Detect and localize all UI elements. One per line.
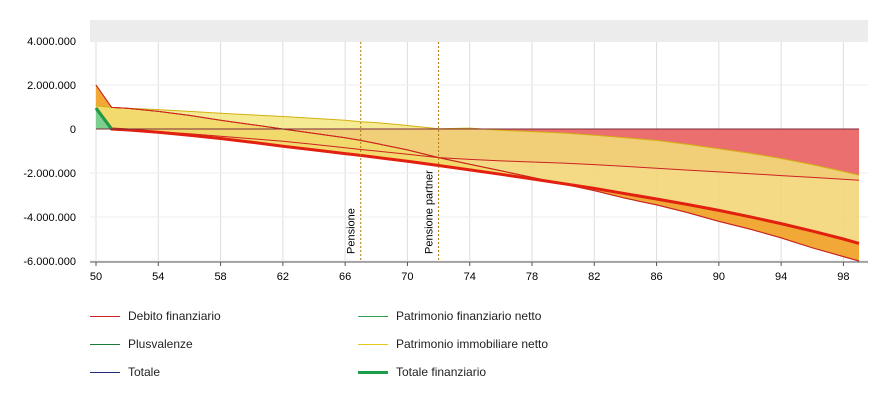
x-tick-label: 86 [650, 271, 662, 283]
annotation-label: Pensione partner [424, 170, 436, 254]
x-tick-label: 66 [339, 271, 351, 283]
chart-area: 4.000.000 2.000.000 0 -2.000.000 -4.000.000 -… [23, 20, 868, 283]
x-tick-label: 74 [464, 271, 476, 283]
legend-swatch-patrimonio-finanziario-netto [358, 315, 388, 317]
legend-swatch-patrimonio-immobiliare-netto [358, 343, 388, 345]
legend-label-totale: Totale [128, 365, 161, 379]
x-tick-label: 78 [526, 271, 538, 283]
chart-svg: 4.000.000 2.000.000 0 -2.000.000 -4.000.000 -… [23, 20, 868, 283]
x-tick-label: 82 [588, 271, 600, 283]
y-tick-label: 2.000.000 [27, 80, 76, 92]
legend-swatch-plusvalenze [90, 343, 120, 345]
y-tick-label: -6.000.000 [23, 256, 76, 268]
legend: Debito finanziario Patrimonio finanziari… [0, 296, 888, 396]
legend-label-patrimonio-finanziario-netto: Patrimonio finanziario netto [396, 309, 542, 323]
legend-swatch-totale-finanziario [358, 370, 388, 374]
legend-item-totale-finanziario[interactable]: Totale finanziario [358, 362, 486, 382]
legend-item-debito-finanziario[interactable]: Debito finanziario [90, 306, 221, 326]
x-tick-label: 90 [713, 271, 725, 283]
plot-header-band [90, 20, 868, 42]
legend-item-patrimonio-immobiliare-netto[interactable]: Patrimonio immobiliare netto [358, 334, 548, 354]
y-tick-label: -4.000.000 [23, 212, 76, 224]
line-patrimonio-immobiliare-netto [95, 105, 860, 176]
legend-swatch-totale [90, 371, 120, 373]
legend-label-debito-finanziario: Debito finanziario [128, 309, 221, 323]
legend-label-totale-finanziario: Totale finanziario [396, 365, 487, 379]
line-totale-overlay [95, 84, 860, 262]
legend-swatch-debito-finanziario [90, 315, 120, 317]
x-tick-label: 70 [401, 271, 413, 283]
line-totale-finanziario-start [94, 107, 113, 130]
y-tick-label: -2.000.000 [23, 168, 76, 180]
x-tick-label: 94 [775, 271, 787, 283]
legend-item-totale[interactable]: Totale [90, 362, 160, 382]
x-tick-label: 54 [152, 271, 164, 283]
legend-item-patrimonio-finanziario-netto[interactable]: Patrimonio finanziario netto [358, 306, 541, 326]
line-totale-finanziario [94, 107, 860, 245]
annotation-label: Pensione [346, 208, 358, 254]
y-tick-label: 4.000.000 [27, 36, 76, 48]
area-totale [96, 105, 859, 244]
legend-item-plusvalenze[interactable]: Plusvalenze [90, 334, 193, 354]
legend-label-patrimonio-immobiliare-netto: Patrimonio immobiliare netto [396, 337, 549, 351]
x-tick-label: 50 [90, 271, 102, 283]
legend-label-plusvalenze: Plusvalenze [128, 337, 193, 351]
x-tick-label: 58 [214, 271, 226, 283]
y-tick-label: 0 [70, 124, 76, 136]
line-patrimonio-finanziario-netto [95, 107, 860, 181]
x-tick-label: 62 [277, 271, 289, 283]
x-tick-label: 98 [837, 271, 849, 283]
